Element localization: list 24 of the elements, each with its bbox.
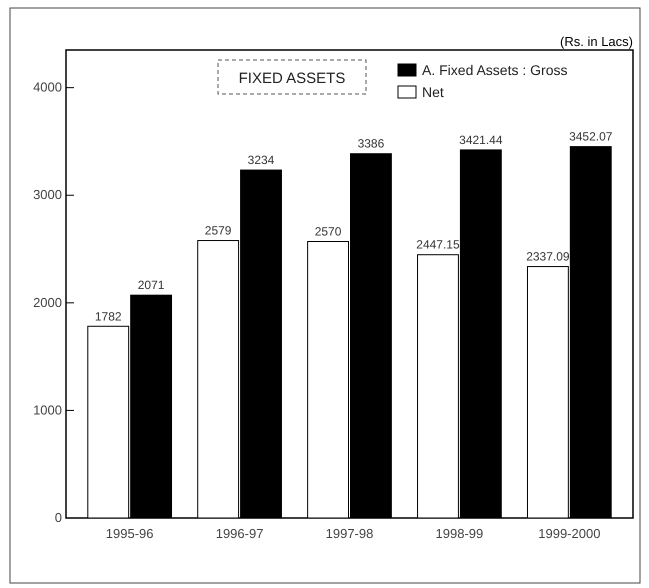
x-tick-label: 1998-99: [436, 526, 484, 541]
data-label: 2071: [138, 278, 165, 292]
x-tick-label: 1997-98: [326, 526, 374, 541]
y-tick-label: 0: [54, 510, 62, 525]
x-tick-label: 1996-97: [216, 526, 264, 541]
text: FIXED ASSETS: [238, 70, 346, 87]
data-label: 2570: [314, 224, 342, 239]
data-label: 3234: [248, 153, 275, 168]
data-label: 2337.09: [526, 250, 570, 264]
legend-label: A. Fixed Assets : Gross: [422, 62, 568, 78]
data-label: 1782: [94, 309, 122, 324]
text: (Rs. in Lacs): [560, 34, 633, 49]
legend-label: Net: [422, 84, 444, 100]
y-tick-label: 2000: [33, 294, 62, 310]
data-label: 3386: [358, 136, 385, 151]
y-tick-label: 1000: [33, 402, 62, 418]
data-label: 2447.15: [416, 238, 460, 252]
x-tick-label: 1999-2000: [538, 526, 600, 541]
x-tick-label: 1995-96: [106, 526, 154, 541]
data-label: 3452.07: [569, 130, 613, 144]
y-tick-label: 3000: [33, 187, 62, 202]
y-tick-label: 4000: [33, 80, 62, 95]
data-label: 3421.44: [459, 132, 503, 147]
data-label: 2579: [204, 224, 232, 238]
